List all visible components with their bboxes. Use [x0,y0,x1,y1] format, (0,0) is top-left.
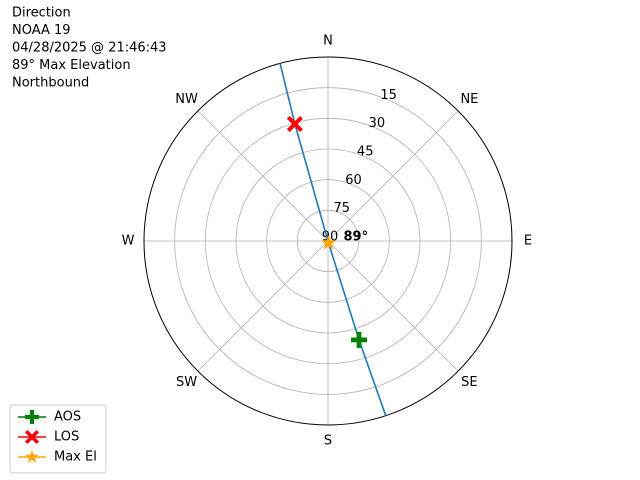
theta-tick-label: S [324,434,332,449]
theta-grid-line [197,110,329,242]
outer-frame [143,56,513,426]
theta-tick-label: SW [176,375,197,390]
marker [286,115,303,132]
r-tick-label: 60 [345,173,362,188]
theta-tick-label: N [323,34,333,49]
marker [320,234,337,250]
legend-marker [25,430,39,444]
theta-tick-label: W [122,234,135,249]
theta-grid-line [197,240,329,372]
r-tick-label: 45 [357,145,374,160]
marker [350,331,367,348]
legend: AOS LOS Max El [9,404,107,474]
legend-label: AOS [54,410,81,425]
annotation: 89° [344,229,369,244]
info-line: 04/28/2025 @ 21:46:43 [12,41,167,56]
theta-tick-label: NE [460,92,478,107]
info-line: Northbound [12,76,89,91]
legend-label: Max El [54,450,97,465]
r-tick-label: 15 [380,88,397,103]
legend-marker [25,410,39,424]
theta-grid-line [327,240,459,372]
theta-grid-line [327,110,459,242]
legend-label: LOS [54,430,79,445]
info-line: 89° Max Elevation [12,58,131,73]
theta-tick-label: E [524,234,532,249]
info-line: Direction [12,6,71,21]
info-line: NOAA 19 [12,23,71,38]
legend-marker [25,450,39,463]
theta-tick-label: NW [175,92,198,107]
theta-tick-label: SE [461,375,477,390]
r-tick-label: 75 [333,201,350,216]
r-tick-label: 30 [369,116,386,131]
